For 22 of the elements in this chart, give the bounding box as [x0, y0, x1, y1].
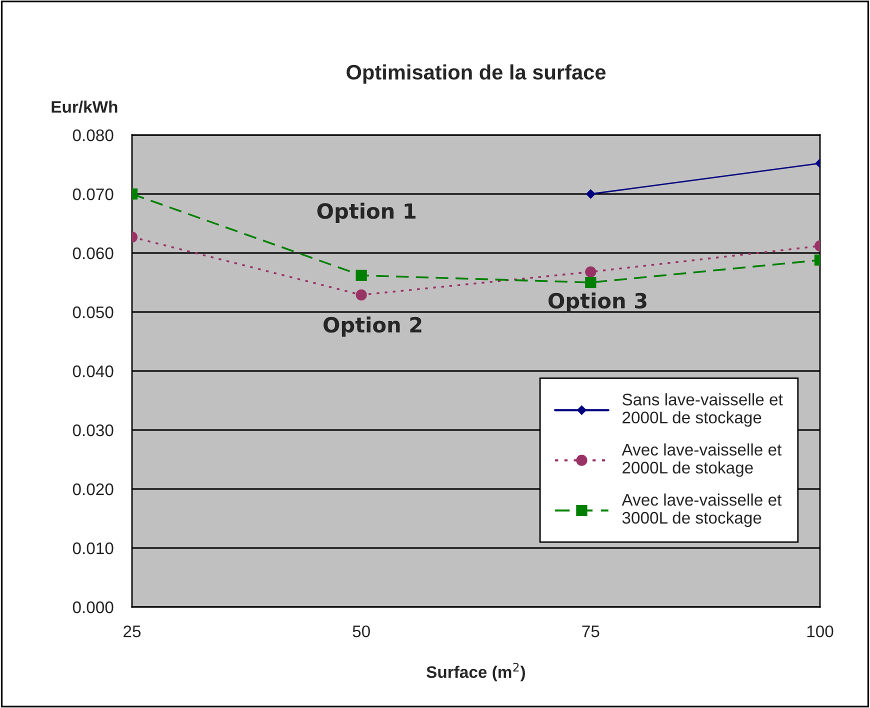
- y-tick-label: 0.050: [72, 306, 114, 318]
- x-tick-label: 25: [124, 625, 141, 638]
- annotation: Option 1: [317, 202, 416, 223]
- y-tick-label: 0.080: [72, 129, 114, 142]
- y-tick-label: 0.070: [72, 188, 114, 200]
- x-tick-label: 50: [352, 625, 370, 638]
- legend-label: Avec lave-vaisselle et 3000L de stockage: [622, 494, 782, 528]
- y-tick-label: 0.020: [72, 483, 114, 496]
- y-tick-label: 0.000: [72, 601, 114, 614]
- y-tick-label: 0.030: [72, 424, 114, 436]
- x-axis-title: Surface (m$^{2}$): [426, 662, 525, 682]
- legend-label: Sans lave-vaisselle et 2000L de stockage: [622, 393, 783, 427]
- annotation: Option 2: [324, 316, 422, 337]
- legend-label: Avec lave-vaisselle et 2000L de stokage: [622, 443, 782, 477]
- annotation: Option 3: [548, 292, 646, 313]
- y-tick-label: 0.060: [72, 247, 114, 260]
- y-tick-label: 0.040: [72, 365, 114, 378]
- y-tick-label: 0.010: [72, 542, 114, 554]
- y-axis-title: Eur/kWh: [52, 100, 118, 113]
- x-tick-label: 100: [807, 625, 834, 638]
- x-tick-label: 75: [582, 626, 600, 638]
- chart-title: Optimisation de la surface: [346, 64, 606, 84]
